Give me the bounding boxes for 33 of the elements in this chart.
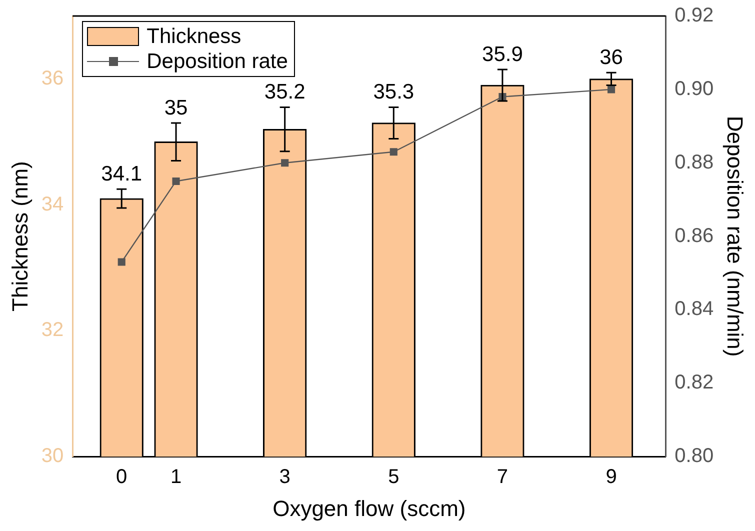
data-label: 34.1 xyxy=(101,162,142,186)
data-label: 35.2 xyxy=(264,80,306,104)
x-tick-label: 3 xyxy=(279,466,290,488)
y2-tick-label: 0.84 xyxy=(674,298,714,320)
y2-tick-label: 0.92 xyxy=(674,4,714,27)
y-tick-label: 34 xyxy=(41,193,64,216)
y-tick-label: 30 xyxy=(41,445,64,468)
x-tick-label: 0 xyxy=(116,466,128,488)
y2-axis-title: Deposition rate (nm/min) xyxy=(722,116,748,357)
data-label: 35.9 xyxy=(482,42,523,66)
y2-tick-label: 0.90 xyxy=(674,78,714,100)
x-tick-label: 5 xyxy=(388,466,400,488)
x-axis-title: Oxygen flow (sccm) xyxy=(272,496,466,521)
y-tick-label: 36 xyxy=(41,67,64,90)
data-label: 35 xyxy=(164,96,188,120)
point xyxy=(172,177,180,186)
x-tick-label: 9 xyxy=(606,466,617,488)
legend-label: Thickness xyxy=(146,24,242,49)
x-tick-label: 1 xyxy=(170,466,182,488)
y2-tick-label: 0.80 xyxy=(674,445,714,468)
point xyxy=(281,159,289,167)
y2-tick-label: 0.88 xyxy=(674,151,714,174)
legend-label: Deposition rate xyxy=(146,49,288,74)
y2-tick-label: 0.86 xyxy=(674,224,714,247)
point xyxy=(607,86,616,94)
data-label: 35.3 xyxy=(373,80,414,104)
point xyxy=(118,258,126,266)
y-tick-label: 32 xyxy=(41,319,64,342)
x-tick-label: 7 xyxy=(496,466,508,488)
point xyxy=(390,148,398,156)
y2-tick-label: 0.82 xyxy=(674,372,714,394)
y-axis-title: Thickness (nm) xyxy=(7,161,32,312)
data-label: 36 xyxy=(600,46,623,69)
